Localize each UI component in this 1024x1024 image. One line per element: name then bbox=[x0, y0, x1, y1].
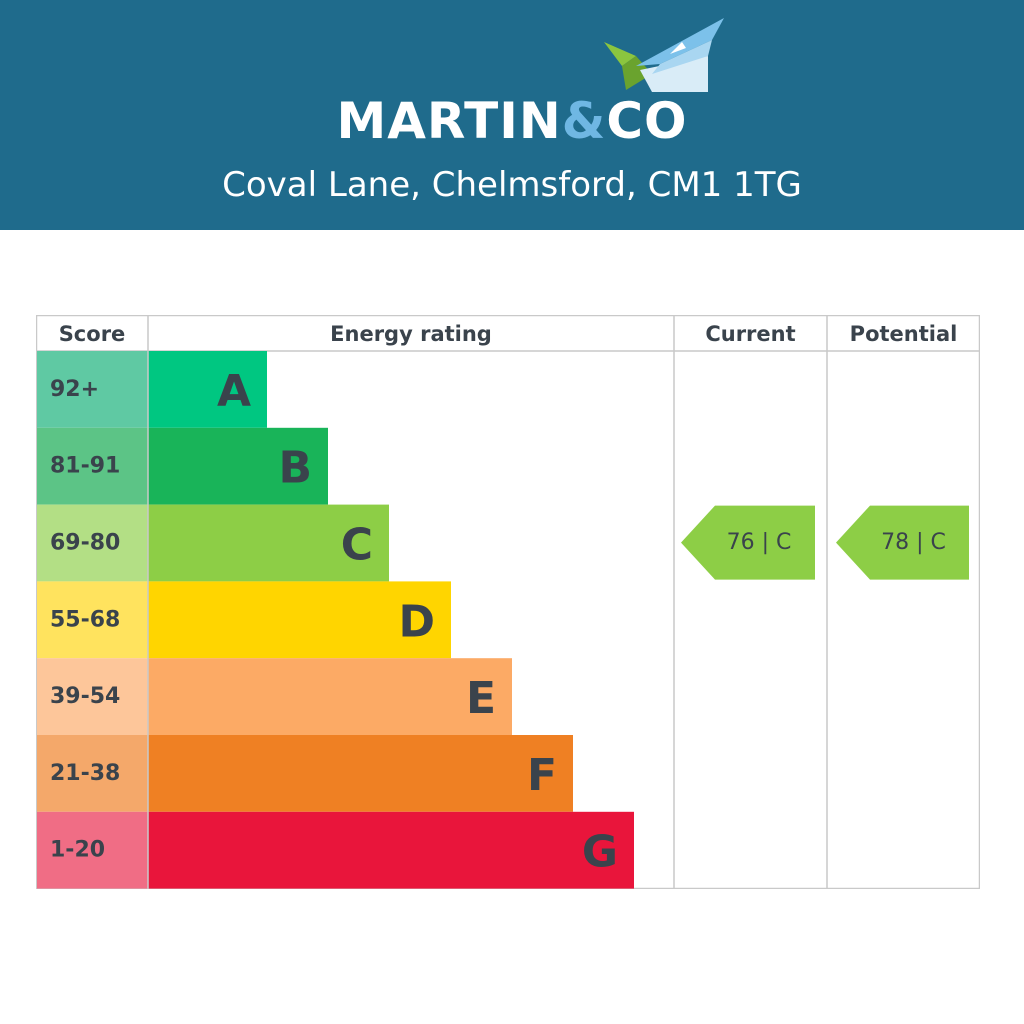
rating-bar-e bbox=[148, 658, 512, 735]
score-label-c: 69-80 bbox=[50, 531, 120, 556]
potential-rating-arrow bbox=[836, 505, 969, 580]
score-cell-a bbox=[37, 351, 148, 428]
score-cell-e bbox=[37, 658, 148, 735]
current-rating-label: 76 | C bbox=[727, 530, 792, 555]
potential-rating-label: 78 | C bbox=[881, 530, 946, 555]
score-label-b: 81-91 bbox=[50, 454, 120, 479]
rating-letter-e: E bbox=[466, 673, 496, 724]
score-cell-g bbox=[37, 811, 148, 889]
score-label-g: 1-20 bbox=[50, 838, 105, 863]
rating-letter-b: B bbox=[278, 443, 312, 494]
column-header-2: Energy rating bbox=[330, 322, 492, 346]
rating-letter-d: D bbox=[398, 596, 435, 647]
property-address: Coval Lane, Chelmsford, CM1 1TG bbox=[222, 165, 802, 205]
rating-bar-f bbox=[148, 735, 573, 812]
column-header-1: Score bbox=[59, 322, 126, 346]
brand-ampersand: & bbox=[561, 92, 607, 150]
score-cell-b bbox=[37, 427, 148, 505]
rating-letter-g: G bbox=[582, 827, 618, 878]
rating-letter-f: F bbox=[527, 750, 557, 801]
brand-logo-text: MARTIN&CO bbox=[0, 86, 1024, 156]
score-cell-d bbox=[37, 581, 148, 659]
rating-letter-c: C bbox=[341, 520, 373, 571]
rating-letter-a: A bbox=[217, 366, 251, 417]
header-banner: MARTIN&CO Coval Lane, Chelmsford, CM1 1T… bbox=[0, 0, 1024, 230]
column-header-3: Current bbox=[705, 322, 795, 346]
rating-bar-g bbox=[148, 811, 634, 889]
house-roof-icon bbox=[604, 18, 724, 92]
column-header-4: Potential bbox=[850, 322, 958, 346]
rating-bar-c bbox=[148, 504, 389, 582]
score-cell-c bbox=[37, 504, 148, 582]
rating-bar-b bbox=[148, 427, 328, 505]
score-cell-f bbox=[37, 735, 148, 812]
rating-bar-d bbox=[148, 581, 451, 659]
epc-chart: Score Energy rating Current Potential 92+ A 81… bbox=[36, 315, 980, 889]
brand-name-left: MARTIN bbox=[336, 92, 562, 150]
score-label-d: 55-68 bbox=[50, 607, 120, 632]
score-label-f: 21-38 bbox=[50, 761, 120, 786]
brand-name-right: CO bbox=[606, 92, 688, 150]
score-label-e: 39-54 bbox=[50, 684, 120, 709]
score-label-a: 92+ bbox=[50, 377, 99, 402]
rating-bar-a bbox=[148, 351, 267, 428]
current-rating-arrow bbox=[681, 505, 815, 580]
